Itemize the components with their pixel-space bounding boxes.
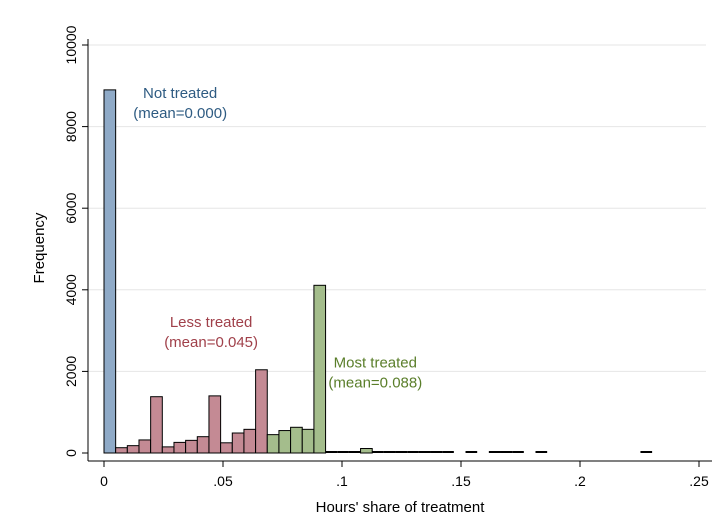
bars [103,89,653,454]
histogram-bar-less_treated [243,428,257,454]
histogram-bar-other [325,451,338,453]
y-tick-label: 6000 [63,192,79,223]
x-tick-label: .2 [574,473,586,489]
histogram-bar-other [488,451,501,453]
axes [87,39,712,462]
grid-lines [88,44,706,372]
histogram-bar-other [430,451,443,453]
histogram-bar-less_treated [255,369,268,454]
histogram-bar-less_treated [126,445,140,454]
y-tick-label: 8000 [63,111,79,142]
x-tick-label: 0 [100,473,108,489]
ticks: 0 2000 4000 6000 8000 10000 0 .05 .1 .15 .2 .25 [63,25,709,489]
x-tick-label: .15 [451,473,471,489]
histogram-bar-less_treated [231,432,245,454]
histogram-bar-most_treated [313,284,327,454]
y-tick-label: 10000 [63,25,79,64]
annotation-label: (mean=0.000) [133,105,227,122]
y-axis-title: Frequency [31,212,48,283]
histogram-bar-other [640,451,653,453]
histogram-bar-other [418,451,431,453]
y-tick-label: 0 [63,449,79,457]
histogram-bar-less_treated [208,395,222,454]
annotation-label: Not treated [143,85,217,102]
histogram-bar-less_treated [173,441,187,454]
histogram-bar-not_treated [103,89,117,454]
histogram-bar-less_treated [150,396,163,454]
histogram-bar-other [535,451,548,453]
histogram-bar-most_treated [278,430,292,454]
histogram-bar-other [407,451,419,453]
annotations: Not treated (mean=0.000) Less treated (mean… [133,85,422,392]
histogram-bar-less_treated [185,439,198,454]
histogram-bar-less_treated [220,442,233,454]
y-tick-label: 2000 [63,356,79,387]
histogram-bar-other [395,451,408,453]
histogram-bar-most_treated [301,428,315,454]
histogram-bar-other [465,451,478,453]
annotation-label: (mean=0.045) [164,334,258,351]
histogram-bar-less_treated [196,436,210,454]
x-axis-title: Hours' share of treatment [316,499,486,516]
x-tick-label: .05 [213,473,233,489]
histogram-bar-other [348,451,361,453]
annotation-label: Most treated [334,355,417,372]
annotation-label: (mean=0.088) [328,375,422,392]
y-tick-label: 4000 [63,274,79,305]
histogram-bar-most_treated [360,448,373,454]
histogram-bar-other [500,451,513,453]
histogram-bar-other [442,451,454,453]
histogram-bar-less_treated [138,439,152,454]
histogram-bar-most_treated [290,426,303,454]
histogram-bar-less_treated [161,446,175,454]
histogram-bar-other [512,451,524,453]
histogram-bar-other [372,451,384,453]
histogram-bar-less_treated [115,447,128,454]
x-tick-label: .1 [336,473,348,489]
histogram-bar-other [337,451,349,453]
histogram-bar-most_treated [266,434,280,454]
x-tick-label: .25 [689,473,709,489]
histogram-bar-other [383,451,396,453]
annotation-label: Less treated [170,314,253,331]
